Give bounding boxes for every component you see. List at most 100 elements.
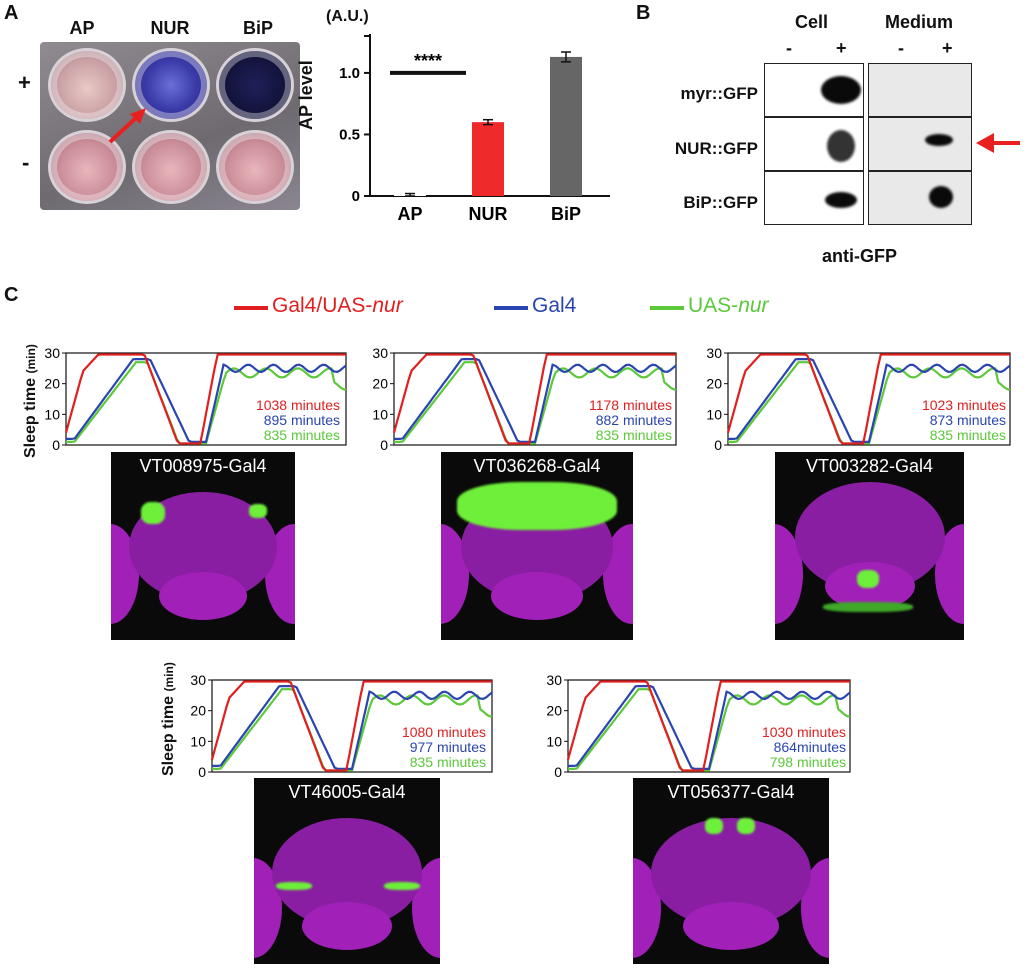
ap-bar-bip: [550, 56, 582, 196]
sleep-plot-frame: [727, 352, 1011, 446]
well-ap-plus: [48, 48, 126, 122]
brain-image-vt056377: VT056377-Gal4: [633, 778, 829, 964]
sleep-curve-blue: [66, 358, 347, 443]
legend-swatch-gal4-uas: [234, 306, 268, 310]
legend-gal4-uas: Gal4/UAS-nur: [272, 294, 403, 317]
sleep-ytick-label: 30: [44, 345, 60, 361]
ap-bar-chart: 0 0.5 1.0 AP NUR BiP ****: [339, 34, 610, 224]
panel-c-letter: C: [4, 284, 19, 306]
sleep-ytick-label: 30: [706, 345, 722, 361]
sleep-ylabel-top: Sleep time (min): [22, 344, 39, 458]
ap-ytick-label: 0: [352, 188, 360, 205]
ap-ytick-label: 1.0: [339, 65, 360, 82]
well-plate-photo: [40, 42, 300, 210]
blot-row-myr: myr::GFP: [680, 84, 758, 103]
ap-bar-nur: [472, 122, 504, 196]
lane-label-cell-plus: +: [836, 38, 847, 58]
sleep-ytick-label: 0: [714, 437, 722, 450]
sleep-plot-vt056377: 0 10 20 30: [546, 672, 851, 777]
panel-a-letter: A: [4, 2, 19, 24]
minutes-vt46005: 1080 minutes 977 minutes 835 minutes: [401, 724, 486, 770]
group-label-cell: Cell: [795, 12, 829, 32]
group-label-medium: Medium: [885, 12, 954, 32]
minutes-vt056377: 1030 minutes 864minutes 798 minutes: [761, 724, 846, 770]
brain-image-vt46005: VT46005-Gal4: [254, 778, 440, 964]
sleep-ytick-label: 20: [44, 376, 60, 392]
brain-image-vt036268: VT036268-Gal4: [441, 452, 633, 640]
brain-image-vt003282: VT003282-Gal4: [775, 452, 964, 640]
lane-label-medium-plus: +: [942, 38, 953, 58]
legend-gal4: Gal4: [532, 294, 577, 317]
sleep-ytick-label: 10: [372, 406, 388, 422]
sleep-ytick-label: 10: [44, 406, 60, 422]
red-arrow-icon: [108, 108, 146, 144]
lane-label-medium-minus: -: [898, 38, 904, 58]
sleep-ytick-label: 20: [546, 703, 562, 719]
blot-cell-bip: [764, 171, 864, 225]
plate-label-ap: AP: [69, 18, 95, 38]
sleep-curve-red: [392, 353, 676, 445]
blot-row-bip: BiP::GFP: [683, 193, 758, 212]
sleep-curve-blue: [212, 685, 493, 770]
sleep-ytick-label: 10: [706, 406, 722, 422]
sleep-ytick-label: 30: [372, 345, 388, 361]
sleep-curve-green: [568, 688, 851, 772]
sleep-ytick-label: 20: [706, 376, 722, 392]
minutes-vt036268: 1178 minutes 882 minutes 835 minutes: [588, 397, 672, 443]
legend-swatch-gal4: [494, 306, 528, 310]
sleep-curve-blue: [394, 358, 677, 443]
lane-label-cell-minus: -: [786, 38, 792, 58]
minutes-vt003282: 1023 minutes 873 minutes 835 minutes: [921, 397, 1006, 443]
sleep-curve-green: [66, 361, 347, 445]
plate-label-nur: NUR: [150, 18, 190, 38]
sleep-ytick-label: 30: [546, 672, 562, 688]
ap-xtick-label: NUR: [469, 204, 508, 224]
row-label-minus: -: [22, 150, 30, 175]
sleep-ytick-label: 20: [190, 703, 206, 719]
sleep-plot-vt008975: 0 10 20 30: [44, 345, 347, 450]
brain-image-vt008975: VT008975-Gal4: [111, 452, 295, 640]
blot-row-nur: NUR::GFP: [674, 139, 758, 158]
ap-ylabel: AP level: [296, 60, 316, 130]
sleep-plot-vt46005: 0 10 20 30: [190, 672, 493, 777]
sleep-ytick-label: 20: [372, 376, 388, 392]
sleep-ytick-label: 10: [546, 733, 562, 749]
sleep-ylabel-bottom: Sleep time (min): [160, 662, 177, 776]
blot-medium-bip: [868, 171, 972, 225]
sleep-curve-green: [394, 361, 677, 445]
sleep-curve-red: [566, 680, 850, 772]
sleep-plot-vt003282: 0 10 20 30: [706, 345, 1011, 450]
red-arrow-icon: [976, 133, 1020, 153]
ap-xtick-label: BiP: [551, 204, 581, 224]
sleep-curve-green: [728, 361, 1011, 445]
sleep-ytick-label: 10: [190, 733, 206, 749]
sleep-curve-green: [212, 688, 493, 772]
sleep-plot-frame: [211, 679, 493, 773]
sleep-ytick-label: 30: [190, 672, 206, 688]
blot-cell-nur: [764, 117, 864, 171]
well-nur-minus: [132, 130, 210, 204]
sleep-curve-red: [210, 680, 492, 772]
ap-yunit: (A.U.): [326, 8, 369, 25]
sleep-ytick-label: 0: [52, 437, 60, 450]
blot-medium-myr: [868, 63, 972, 117]
sleep-curve-blue: [728, 358, 1011, 443]
blot-cell-myr: [764, 63, 864, 117]
ap-xtick-label: AP: [397, 204, 422, 224]
ap-ytick-label: 0.5: [339, 126, 360, 143]
sleep-plot-frame: [567, 679, 851, 773]
legend-swatch-uas: [650, 306, 684, 310]
sleep-plot-frame: [65, 352, 347, 446]
well-bip-plus: [216, 48, 294, 122]
blot-caption: anti-GFP: [822, 246, 897, 266]
minutes-vt008975: 1038 minutes 895 minutes 835 minutes: [255, 397, 340, 443]
sleep-plot-frame: [393, 352, 677, 446]
sleep-curve-red: [64, 353, 346, 445]
blot-medium-nur: [868, 117, 972, 171]
ap-significance-label: ****: [414, 51, 442, 71]
sleep-ytick-label: 0: [198, 764, 206, 777]
panel-b-letter: B: [636, 2, 651, 24]
legend-uas: UAS-nur: [688, 294, 769, 317]
sleep-ytick-label: 0: [380, 437, 388, 450]
sleep-curve-blue: [568, 685, 851, 770]
